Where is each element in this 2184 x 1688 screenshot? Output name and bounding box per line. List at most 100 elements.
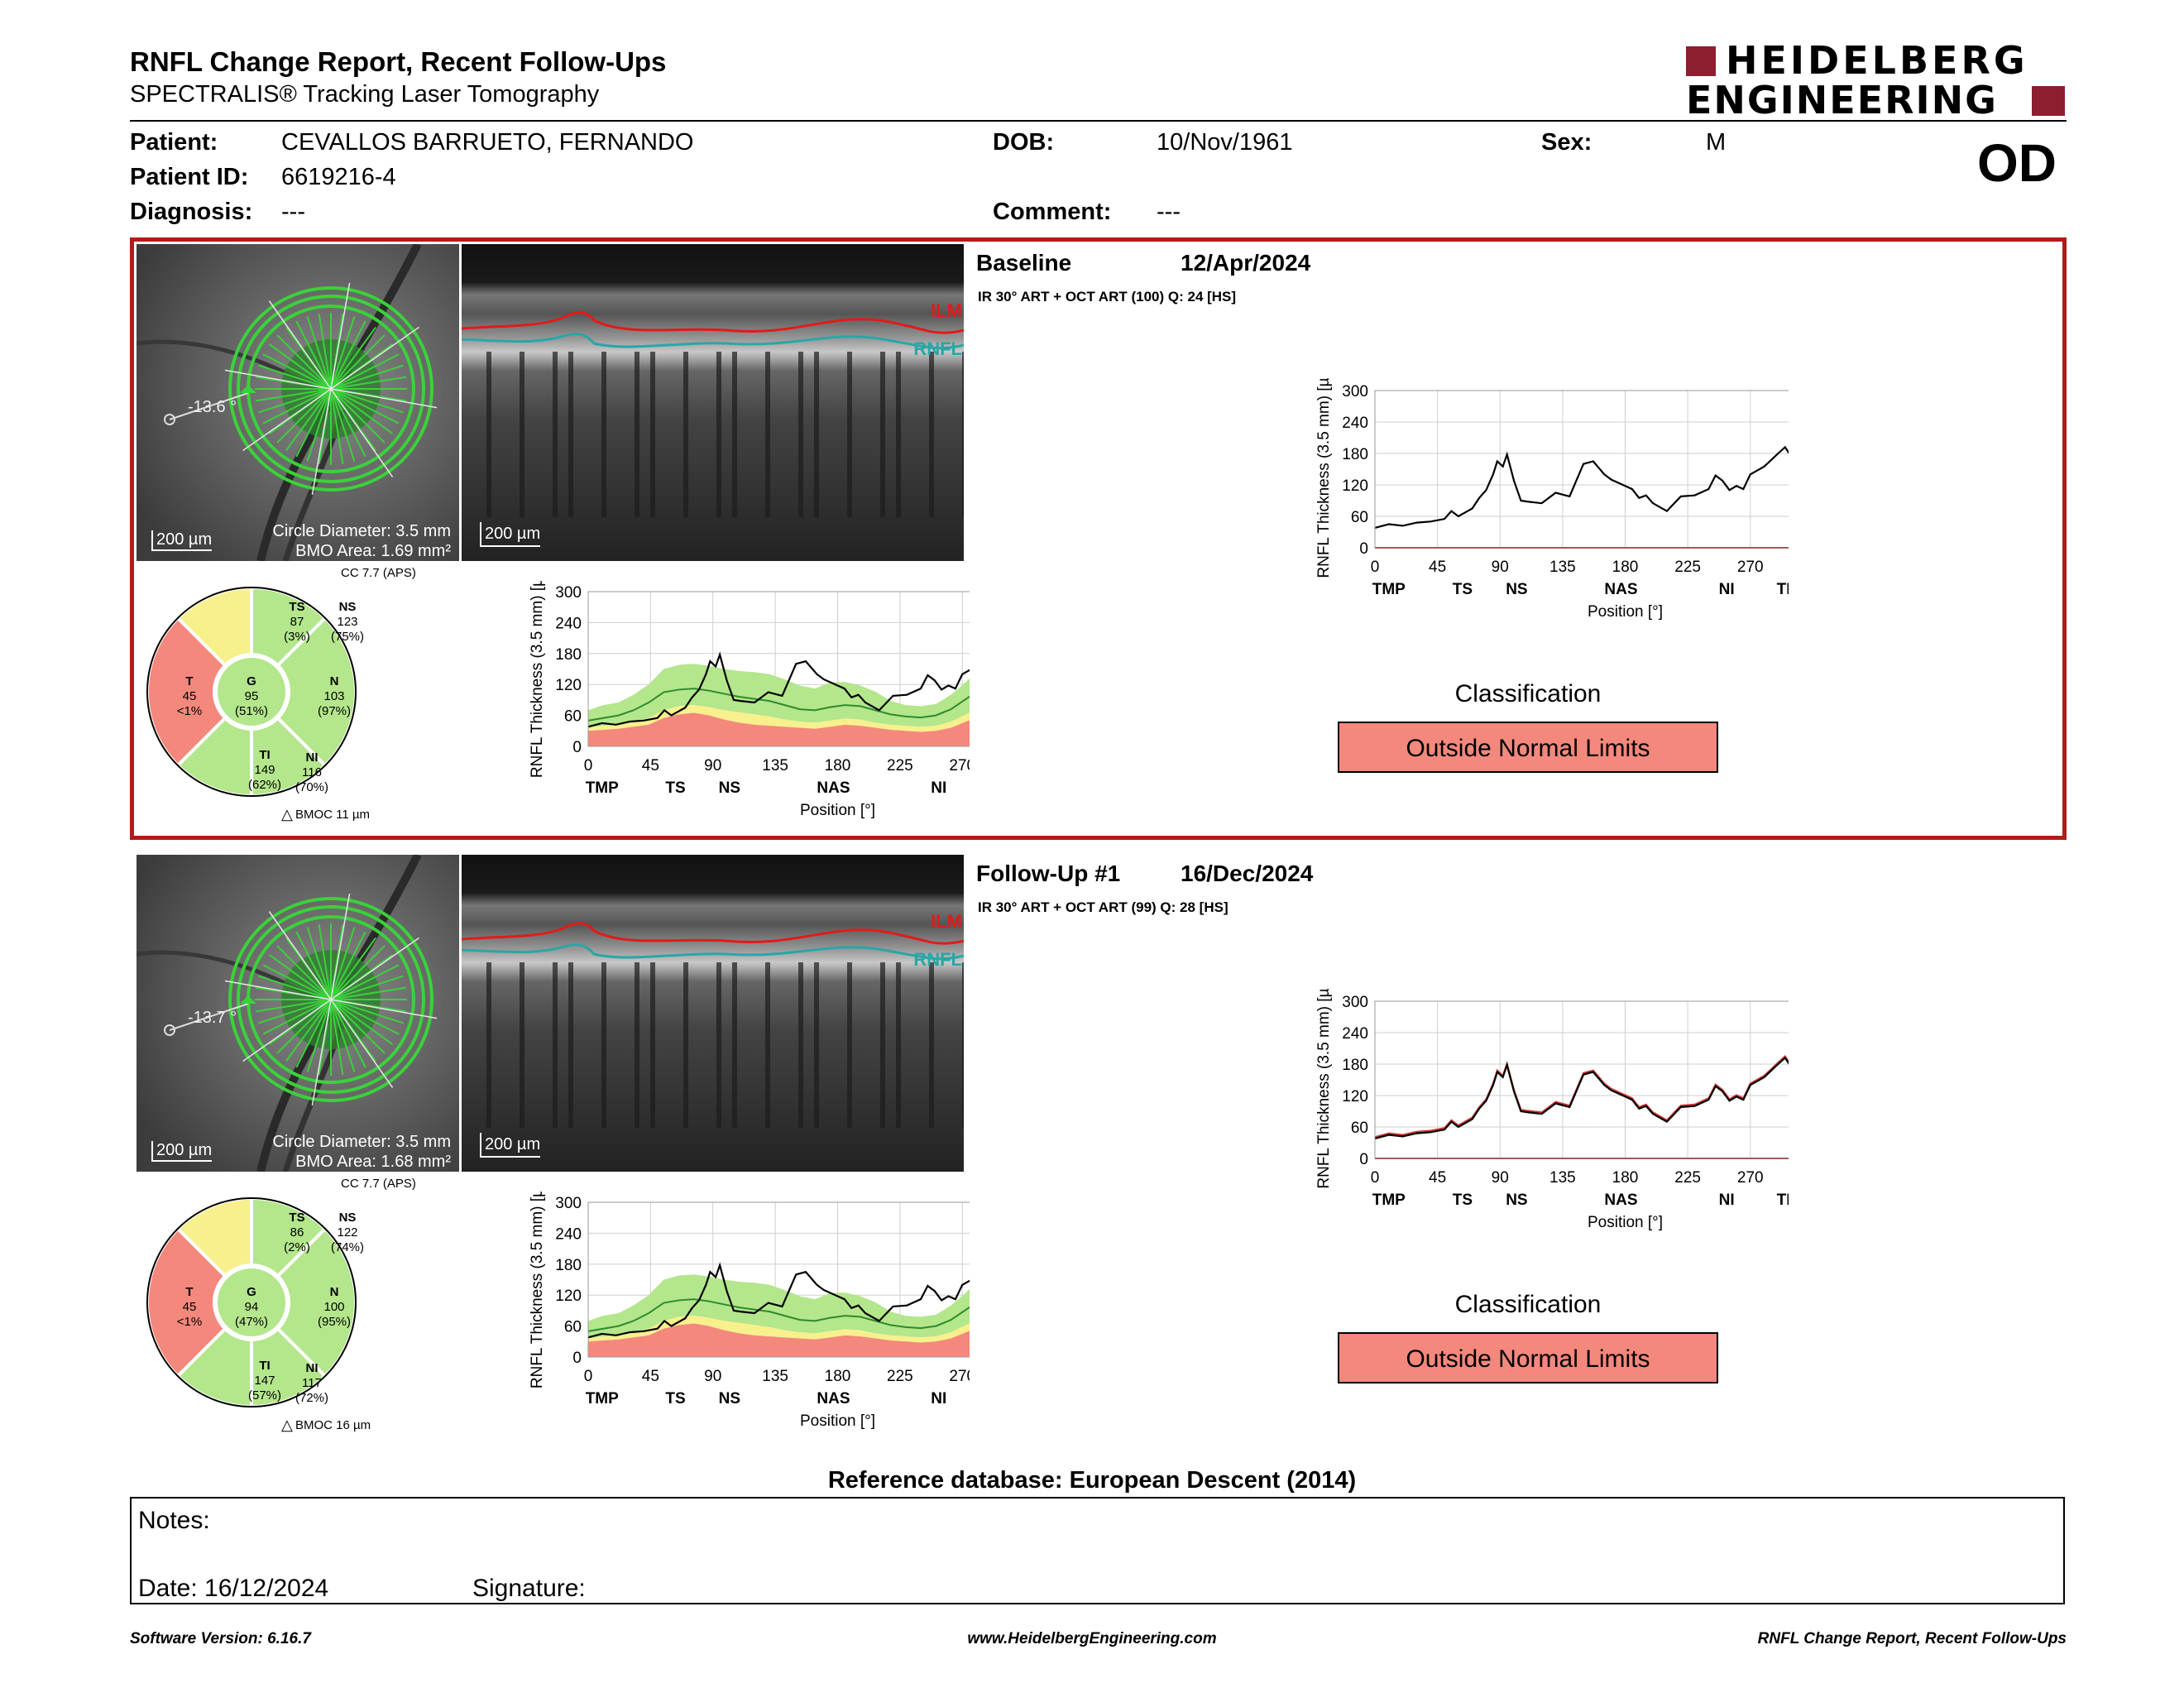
ilm-boundary [462,922,964,945]
rnfl-profile-chart-small: 06012018024030004590135180225270315360TM… [529,1192,970,1430]
sector-label: G [247,1285,256,1299]
rnfl-label: RNFL [913,949,962,970]
vessel-shadow [635,352,639,517]
vessel-shadow [962,352,964,517]
sector-label: N [329,674,339,688]
exam-panel-baseline[interactable]: -13.6 ° 200 µm Circle Diameter: 3.5 mm BMO … [130,237,2067,840]
vessel-shadow [798,962,803,1128]
vessel-shadow [716,352,721,517]
website-link[interactable]: www.HeidelbergEngineering.com [967,1630,1217,1647]
sector-label: N [329,1285,339,1299]
sector-label: NI [305,750,318,765]
scan-circle [237,295,425,483]
radial-scan-line [295,320,332,390]
sector-text-ni: NI 117 (72%) [275,1361,349,1406]
exam-panel-followup[interactable]: -13.7 ° 200 µm Circle Diameter: 3.5 mm BMO … [130,848,2067,1451]
x-tick-label: 45 [1429,559,1446,576]
scan-circle [228,286,433,492]
oct-bscan: ILM RNFL 200 µm [462,855,964,1172]
sector-text-n: N 100 (95%) [297,1285,371,1330]
radial-scan-line [330,320,366,390]
classification-result: Outside Normal Limits [1338,1332,1718,1383]
sector-label: TI [259,748,271,762]
radial-scan-line [330,388,386,444]
x-tick-label: 90 [1492,559,1509,576]
sector-axis-label: NS [719,779,740,797]
heidelberg-logo: HEIDELBERG ENGINEERING [1686,40,2067,121]
sector-label: T [185,1285,194,1299]
radial-scan-line [330,986,407,1000]
fovea-bmo-axis [169,1003,249,1031]
sector-boundary-line [330,388,438,409]
x-tick-label: 225 [1674,559,1701,576]
radial-scan-line [330,999,356,1072]
sector-boundary-line [224,980,332,1000]
radial-scan-line [276,945,332,1000]
radial-scan-line [262,964,332,1000]
sector-percentile: (74%) [330,1240,364,1254]
x-tick-label: 90 [1492,1169,1509,1187]
sector-text-ti: TI 147 (57%) [228,1359,302,1403]
radial-scan-line [295,931,332,1000]
vessel-shadow [880,352,885,517]
sector-text-ti: TI 149 (62%) [228,748,302,793]
sector-label: NS [338,600,357,614]
radial-scan-line [258,364,332,390]
notes-box[interactable]: Notes: Date: 16/12/2024 Signature: [130,1497,2065,1604]
sector-boundary-line [330,999,394,1088]
y-tick-label: 0 [572,1350,582,1367]
sector-value: 116 [302,765,322,779]
sector-text-n: N 103 (97%) [297,674,371,719]
sector-axis-label: TI [1777,1192,1789,1209]
vessel-shadow [847,352,852,517]
footer-report-name: RNFL Change Report, Recent Follow-Ups [1757,1630,2067,1647]
normative-mean-line [587,688,970,722]
fovea-angle: -13.6 ° [188,398,237,416]
radial-scan-line [330,388,344,465]
x-tick-label: 0 [584,1368,593,1385]
vessel-shadow [486,352,491,517]
exam-date: 12/Apr/2024 [1181,250,1311,276]
x-tick-label: 225 [887,757,913,774]
x-tick-label: 0 [584,757,593,774]
header-divider [130,120,2067,122]
radial-scan-line [330,388,404,414]
patient-id: 6619216-4 [281,164,396,190]
sector-axis-label: NS [1506,1192,1527,1209]
vessel-shadow [553,962,558,1128]
x-tick-label: 225 [1674,1169,1701,1187]
sector-text-t: T 45 <1% [152,1285,227,1330]
y-tick-label: 300 [555,1195,582,1212]
rnfl-profile-line [587,651,970,728]
reference-database: Reference database: European Descent (20… [827,1467,1357,1494]
y-tick-label: 240 [555,1225,582,1243]
sector-value: 147 [254,1374,275,1388]
sector-boundary-line [268,300,332,390]
y-tick-label: 240 [1342,1025,1368,1043]
vessel-shadow [765,352,770,517]
sector-text-ni: NI 116 (70%) [275,750,349,795]
outside-normal-band [588,1323,970,1357]
x-tick-label: 90 [704,757,721,774]
x-tick-label: 45 [642,1368,659,1385]
scan-circle [237,905,425,1094]
x-tick-label: 180 [825,757,851,774]
vessel-shadow [896,352,901,517]
sector-axis-label: TI [1777,581,1789,598]
patient-label: Patient: [130,129,218,156]
patient-id-label: Patient ID: [130,164,249,190]
radial-scan-line [268,343,332,390]
delta-icon: △ [281,806,293,822]
sector-axis-label: NS [719,1390,740,1407]
sector-boundary-line [311,999,332,1106]
sector-label: T [185,674,194,688]
radial-scan-line [330,937,376,1000]
chart-plot-area [1374,390,1789,549]
chart-frame [587,591,970,747]
radial-scan-line [330,316,356,390]
sector-value: 45 [182,1300,197,1314]
y-tick-label: 300 [1342,383,1368,400]
vessel-shadow [683,962,688,1128]
sector-axis-label: NS [1506,581,1527,598]
y-tick-label: 240 [1342,415,1368,432]
